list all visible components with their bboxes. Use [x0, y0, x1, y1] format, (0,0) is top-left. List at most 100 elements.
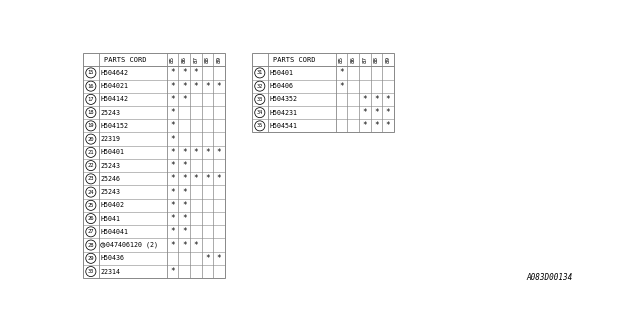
Text: *: *: [362, 108, 367, 117]
Text: *: *: [170, 214, 175, 223]
Text: *: *: [182, 68, 186, 77]
Text: 87: 87: [193, 56, 198, 63]
Text: 85: 85: [339, 56, 344, 63]
Text: 34: 34: [257, 110, 263, 115]
Text: *: *: [339, 82, 344, 91]
Text: *: *: [362, 121, 367, 130]
Text: 87: 87: [362, 56, 367, 63]
Text: 16: 16: [88, 84, 94, 89]
Text: *: *: [386, 95, 390, 104]
Text: *: *: [182, 214, 186, 223]
Text: *: *: [205, 174, 210, 183]
Text: H50436: H50436: [100, 255, 124, 261]
Text: H504352: H504352: [269, 96, 297, 102]
Text: 19: 19: [88, 124, 94, 128]
Text: 15: 15: [88, 70, 94, 76]
Text: *: *: [193, 241, 198, 250]
Text: *: *: [170, 95, 175, 104]
Text: PARTS CORD: PARTS CORD: [104, 57, 146, 63]
Text: *: *: [170, 135, 175, 144]
Text: H50402: H50402: [100, 202, 124, 208]
Text: 29: 29: [88, 256, 94, 261]
Text: A083D00134: A083D00134: [527, 273, 573, 282]
Text: 35: 35: [257, 124, 263, 128]
Text: *: *: [170, 241, 175, 250]
Bar: [252, 53, 394, 132]
Text: H5041: H5041: [100, 216, 120, 221]
Text: *: *: [339, 68, 344, 77]
Text: *: *: [182, 188, 186, 196]
Text: *: *: [182, 241, 186, 250]
Text: *: *: [374, 121, 379, 130]
Text: H504642: H504642: [100, 70, 128, 76]
Text: 85: 85: [170, 56, 175, 63]
Text: *: *: [374, 95, 379, 104]
Text: 047406120 (2): 047406120 (2): [106, 242, 158, 248]
Text: *: *: [170, 174, 175, 183]
Text: 22314: 22314: [100, 268, 120, 275]
Text: 25243: 25243: [100, 189, 120, 195]
Text: 89: 89: [216, 56, 221, 63]
Text: 30: 30: [88, 269, 94, 274]
Text: *: *: [205, 148, 210, 157]
Text: *: *: [170, 227, 175, 236]
Text: *: *: [170, 108, 175, 117]
Text: PARTS CORD: PARTS CORD: [273, 57, 315, 63]
Text: H504142: H504142: [100, 96, 128, 102]
Text: *: *: [205, 254, 210, 263]
Text: 88: 88: [374, 56, 379, 63]
Text: 88: 88: [205, 56, 210, 63]
Text: *: *: [193, 82, 198, 91]
Text: *: *: [170, 148, 175, 157]
Text: *: *: [182, 82, 186, 91]
Text: H50406: H50406: [269, 83, 293, 89]
Text: 18: 18: [88, 110, 94, 115]
Text: *: *: [193, 148, 198, 157]
Text: *: *: [182, 201, 186, 210]
Text: 25243: 25243: [100, 110, 120, 116]
Text: *: *: [386, 108, 390, 117]
Text: H504541: H504541: [269, 123, 297, 129]
Text: 86: 86: [351, 56, 356, 63]
Text: 26: 26: [88, 216, 94, 221]
Text: *: *: [386, 121, 390, 130]
Text: *: *: [193, 174, 198, 183]
Text: *: *: [193, 68, 198, 77]
Text: *: *: [170, 267, 175, 276]
Text: *: *: [182, 227, 186, 236]
Text: *: *: [182, 161, 186, 170]
Text: 33: 33: [257, 97, 263, 102]
Bar: [83, 53, 225, 278]
Text: *: *: [217, 254, 221, 263]
Text: 28: 28: [88, 243, 94, 248]
Text: *: *: [170, 201, 175, 210]
Text: *: *: [374, 108, 379, 117]
Text: *: *: [205, 82, 210, 91]
Text: 21: 21: [88, 150, 94, 155]
Text: *: *: [182, 148, 186, 157]
Text: 25: 25: [88, 203, 94, 208]
Text: *: *: [170, 82, 175, 91]
Text: H504021: H504021: [100, 83, 128, 89]
Text: 31: 31: [257, 70, 263, 76]
Text: 23: 23: [88, 176, 94, 181]
Text: *: *: [170, 161, 175, 170]
Text: *: *: [182, 95, 186, 104]
Text: 17: 17: [88, 97, 94, 102]
Text: *: *: [217, 82, 221, 91]
Text: H50401: H50401: [100, 149, 124, 155]
Text: 32: 32: [257, 84, 263, 89]
Text: H504152: H504152: [100, 123, 128, 129]
Text: *: *: [217, 174, 221, 183]
Text: 22: 22: [88, 163, 94, 168]
Text: H504231: H504231: [269, 110, 297, 116]
Text: H504041: H504041: [100, 229, 128, 235]
Text: 27: 27: [88, 229, 94, 234]
Text: 20: 20: [88, 137, 94, 142]
Text: S: S: [102, 243, 104, 247]
Text: *: *: [170, 68, 175, 77]
Text: 22319: 22319: [100, 136, 120, 142]
Text: *: *: [182, 174, 186, 183]
Text: 24: 24: [88, 189, 94, 195]
Text: 89: 89: [385, 56, 390, 63]
